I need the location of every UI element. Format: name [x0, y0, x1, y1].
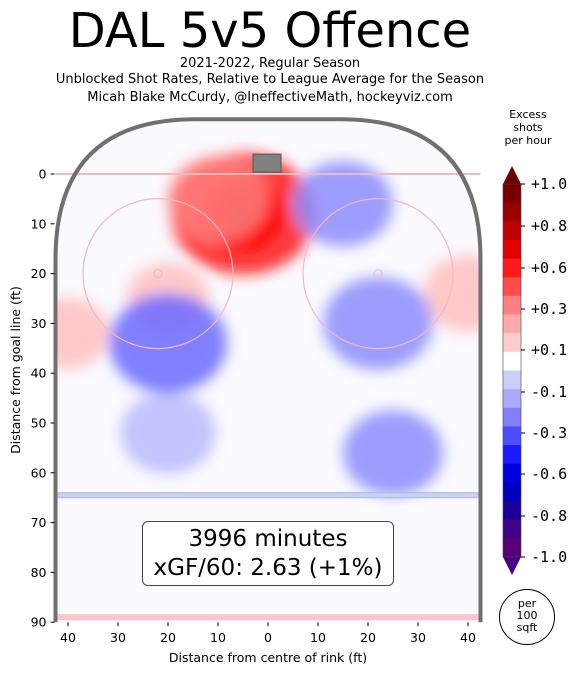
colorbar-top-arrow: [503, 166, 521, 184]
rink-boards: [53, 117, 483, 623]
colorbar-band: [503, 389, 521, 409]
colorbar-bottom-arrow: [503, 557, 521, 575]
heat-spot-right-blue-line: [342, 410, 444, 496]
subtitle-line-3: Micah Blake McCurdy, @IneffectiveMath, h…: [87, 90, 453, 105]
colorbar-tick-label: -1.0: [531, 548, 567, 566]
faceoff-circle: [302, 198, 454, 350]
colorbar-title-line: Excess: [509, 108, 547, 121]
colorbar-band: [503, 426, 521, 446]
heat-spot-left-blue-line: [120, 392, 216, 474]
colorbar-band: [503, 258, 521, 278]
subtitle-line-2: Unblocked Shot Rates, Relative to League…: [55, 72, 485, 87]
colorbar-band: [503, 239, 521, 260]
x-tick-label: 40: [60, 630, 76, 645]
x-tick-label: 10: [210, 630, 226, 645]
colorbar: +1.0 +0.8 +0.6 +0.3 +0.1 -0.1 -0.3 -0.6 -0.8 -1.0: [502, 166, 567, 575]
per-badge-line: sqft: [516, 621, 538, 634]
colorbar-band: [503, 295, 521, 316]
y-tick-label: 20: [31, 266, 47, 281]
colorbar-tick-label: +0.3: [531, 300, 567, 318]
x-tick-label: 20: [160, 630, 176, 645]
colorbar-band: [503, 407, 521, 427]
colorbar-band: [503, 333, 521, 353]
heat-layer: [55, 153, 481, 496]
y-axis-label: Distance from goal line (ft): [8, 286, 23, 454]
heat-spot-net-right: [292, 161, 394, 247]
per-badge-line: per: [517, 597, 537, 610]
colorbar-band: [503, 221, 521, 241]
x-tick-label: 30: [110, 630, 126, 645]
x-tick-label: 20: [360, 630, 376, 645]
x-axis-label: Distance from centre of rink (ft): [169, 650, 367, 665]
faceoff-circle: [82, 198, 234, 350]
heat-spot-slot-upper: [167, 156, 269, 242]
colorbar-band: [503, 482, 521, 502]
colorbar-band: [503, 501, 521, 521]
y-tick-label: 90: [31, 615, 47, 630]
colorbar-band: [503, 519, 521, 539]
y-tick-label: 60: [31, 465, 47, 480]
colorbar-tick-label: +0.1: [531, 341, 567, 359]
colorbar-band: [503, 202, 521, 222]
y-tick-label: 30: [31, 316, 47, 331]
colorbar-tick-label: +0.8: [531, 217, 567, 235]
colorbar-band: [503, 370, 521, 390]
colorbar-band: [503, 184, 521, 204]
per-badge-line: 100: [516, 609, 538, 622]
x-tick-label: 30: [410, 630, 426, 645]
colorbar-band: [503, 463, 521, 483]
faceoff-dot: [373, 269, 383, 279]
heat-spot-right-point: [423, 255, 481, 332]
blue-line: [55, 492, 481, 499]
y-tick-label: 10: [31, 216, 47, 231]
x-tick-label: 40: [460, 630, 476, 645]
colorbar-band: [503, 314, 521, 334]
heat-spot-right-circle: [323, 276, 433, 370]
center-red-line: [55, 614, 481, 621]
colorbar-title-line: per hour: [504, 134, 552, 147]
colorbar-title-line: shots: [513, 121, 543, 134]
y-tick-label: 80: [31, 565, 47, 580]
minutes-text: 3996 minutes: [188, 526, 348, 552]
colorbar-band: [503, 351, 521, 371]
chart-title: DAL 5v5 Offence: [68, 3, 472, 59]
heat-spot-left-point: [55, 297, 110, 369]
xgf-text: xGF/60: 2.63 (+1%): [153, 555, 383, 581]
colorbar-tick-label: -0.3: [531, 424, 567, 442]
colorbar-band: [503, 445, 521, 465]
per-area-badge: per 100 sqft: [499, 589, 555, 645]
colorbar-band: [503, 538, 521, 558]
subtitle-line-1: 2021-2022, Regular Season: [179, 56, 361, 71]
colorbar-title: Excess shots per hour: [498, 108, 558, 147]
heat-blur-group: [55, 153, 481, 496]
y-tick-label: 0: [39, 167, 47, 182]
x-tick-label: 0: [264, 630, 272, 645]
y-tick-label: 70: [31, 515, 47, 530]
y-tick-label: 50: [31, 416, 47, 431]
colorbar-tick-label: +0.6: [531, 259, 567, 277]
goal-net: [252, 153, 282, 173]
colorbar-tick-label: +1.0: [531, 175, 567, 193]
colorbar-tick-label: -0.1: [531, 383, 567, 401]
colorbar-tick-label: -0.6: [531, 465, 567, 483]
colorbar-frame: [502, 183, 522, 558]
x-tick-label: 10: [310, 630, 326, 645]
y-tick-label: 40: [31, 366, 47, 381]
summary-box: 3996 minutes xGF/60: 2.63 (+1%): [142, 521, 394, 586]
colorbar-band: [503, 277, 521, 297]
heat-spot-left-circle-low: [109, 293, 227, 394]
colorbar-tick-label: -0.8: [531, 507, 567, 525]
faceoff-dot: [153, 269, 163, 279]
axes: 40 30 20 10 0 10 20 30 40 0 10 20 30 40 50 60 70 80 90 Dist…: [8, 167, 476, 666]
